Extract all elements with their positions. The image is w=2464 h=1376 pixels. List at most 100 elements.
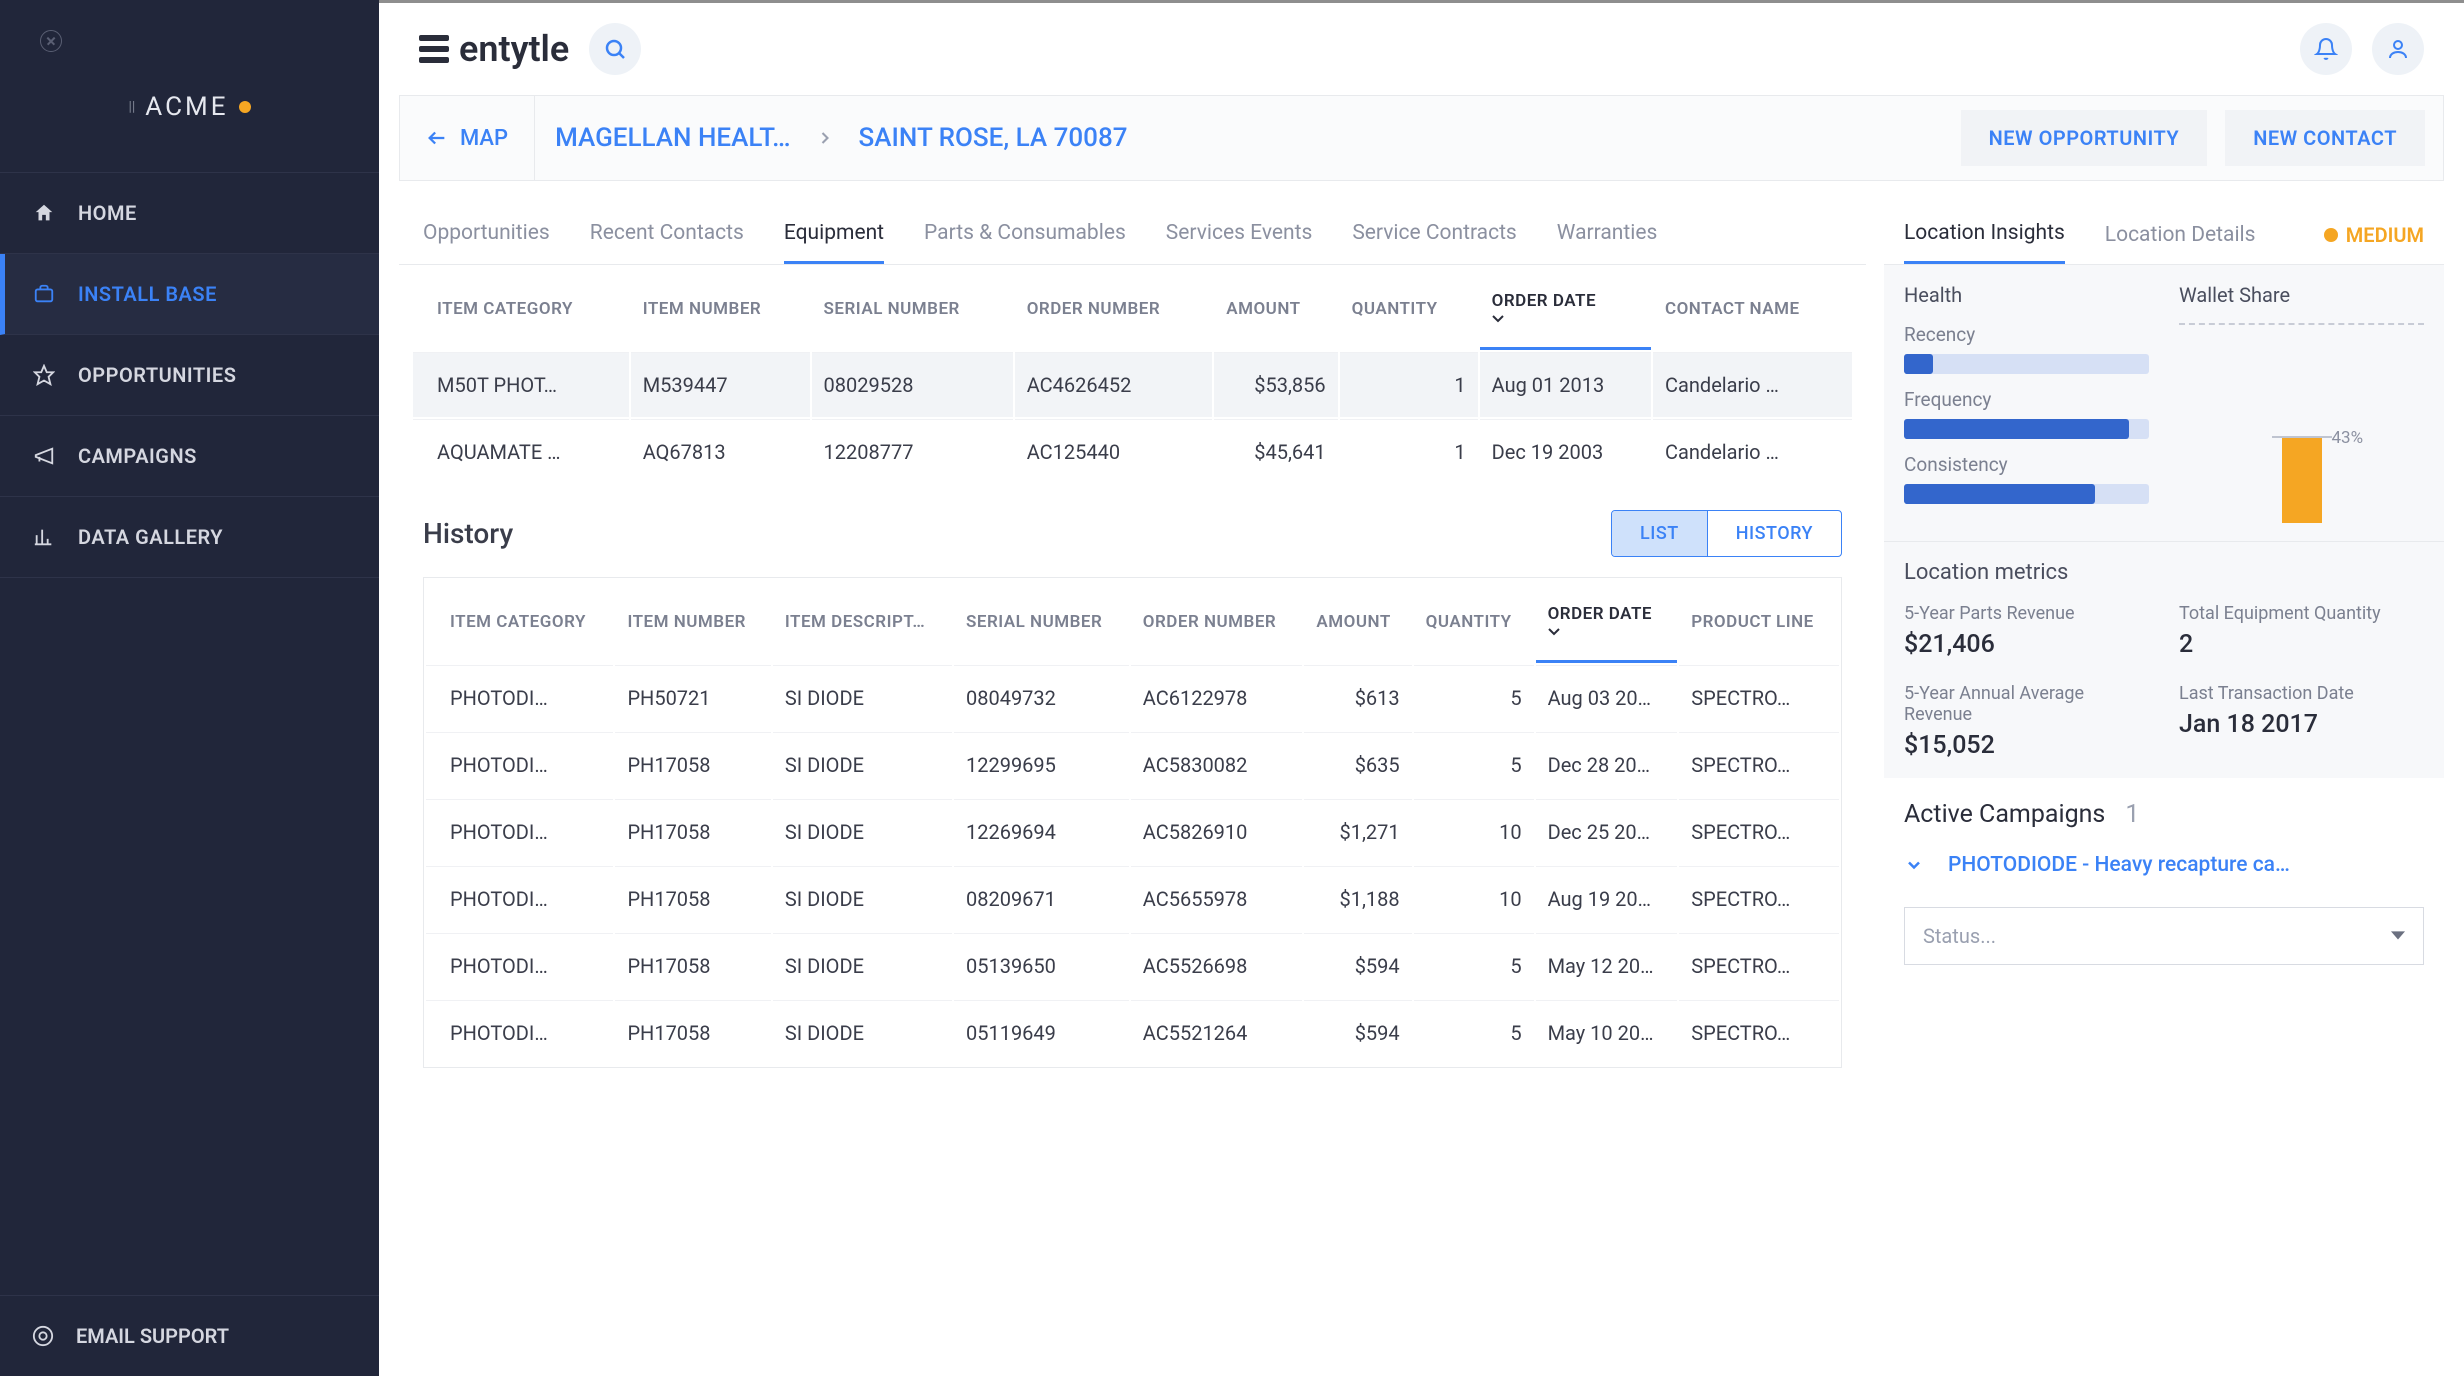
nav-item-data-gallery[interactable]: DATA GALLERY	[0, 497, 379, 578]
metric-label: Last Transaction Date	[2179, 683, 2424, 704]
cell-order-date: Dec 25 20…	[1536, 799, 1678, 864]
cell-contact-name: Candelario …	[1653, 419, 1852, 484]
wallet-percent: 43%	[2332, 428, 2364, 448]
cell-serial-number: 08049732	[954, 665, 1129, 730]
breadcrumb-item-2[interactable]: SAINT ROSE, LA 70087	[839, 96, 1148, 180]
profile-button[interactable]	[2372, 23, 2424, 75]
cell-item-number: PH17058	[615, 933, 770, 998]
table-row[interactable]: PHOTODI… PH17058 SI DIODE 12269694 AC582…	[426, 799, 1839, 864]
breadcrumb-map[interactable]: MAP	[400, 96, 535, 180]
metric-label: Total Equipment Quantity	[2179, 603, 2424, 624]
tab-equipment[interactable]: Equipment	[784, 221, 884, 264]
nav-item-home[interactable]: HOME	[0, 173, 379, 254]
hth-quantity[interactable]: QUANTITY	[1414, 580, 1534, 663]
hth-amount[interactable]: AMOUNT	[1304, 580, 1411, 663]
hth-item-category[interactable]: ITEM CATEGORY	[426, 580, 613, 663]
new-contact-button[interactable]: NEW CONTACT	[2225, 110, 2425, 166]
bar-fill	[1904, 484, 2095, 504]
table-row[interactable]: M50T PHOT… M539447 08029528 AC4626452 $5…	[413, 352, 1852, 417]
hth-item-number[interactable]: ITEM NUMBER	[615, 580, 770, 663]
cell-quantity: 10	[1414, 799, 1534, 864]
cell-item-category: M50T PHOT…	[413, 352, 629, 417]
cell-quantity: 10	[1414, 866, 1534, 931]
priority-badge: MEDIUM	[2324, 223, 2424, 263]
table-row[interactable]: PHOTODI… PH17058 SI DIODE 05139650 AC552…	[426, 933, 1839, 998]
th-item-category[interactable]: ITEM CATEGORY	[413, 267, 629, 350]
tab-location-insights[interactable]: Location Insights	[1904, 221, 2065, 264]
tab-services-events[interactable]: Services Events	[1166, 221, 1313, 264]
bar-label: Frequency	[1904, 388, 2149, 411]
cell-order-date: May 12 20…	[1536, 933, 1678, 998]
cell-serial-number: 12269694	[954, 799, 1129, 864]
footer-label: EMAIL SUPPORT	[76, 1324, 229, 1348]
hth-product-line[interactable]: PRODUCT LINE	[1679, 580, 1839, 663]
history-title: History	[423, 517, 513, 550]
hth-item-description[interactable]: ITEM DESCRIPT…	[773, 580, 952, 663]
cell-item-category: PHOTODI…	[426, 799, 613, 864]
breadcrumb: MAP MAGELLAN HEALT… SAINT ROSE, LA 70087…	[399, 95, 2444, 181]
cell-serial-number: 08209671	[954, 866, 1129, 931]
hth-order-number[interactable]: ORDER NUMBER	[1131, 580, 1303, 663]
tab-service-contracts[interactable]: Service Contracts	[1352, 221, 1516, 264]
campaign-item[interactable]: PHOTODIODE - Heavy recapture ca…	[1904, 853, 2424, 877]
cell-product-line: SPECTRO…	[1679, 933, 1839, 998]
metrics-title: Location metrics	[1904, 560, 2424, 585]
hth-serial-number[interactable]: SERIAL NUMBER	[954, 580, 1129, 663]
nav: HOMEINSTALL BASEOPPORTUNITIESCAMPAIGNSDA…	[0, 172, 379, 578]
th-amount[interactable]: AMOUNT	[1214, 267, 1337, 350]
bar-label: Recency	[1904, 323, 2149, 346]
th-serial-number[interactable]: SERIAL NUMBER	[812, 267, 1013, 350]
tab-location-details[interactable]: Location Details	[2105, 223, 2256, 263]
toggle-list[interactable]: LIST	[1612, 511, 1707, 556]
close-icon[interactable]	[40, 30, 62, 52]
nav-item-install-base[interactable]: INSTALL BASE	[0, 254, 379, 335]
wallet-bar	[2282, 438, 2322, 523]
logo-mark-icon	[419, 35, 449, 63]
tab-recent-contacts[interactable]: Recent Contacts	[590, 221, 744, 264]
hth-order-date[interactable]: ORDER DATE	[1536, 580, 1678, 663]
main: entytle MAP MAGELLAN HEALT… SAINT R	[379, 0, 2464, 1376]
table-row[interactable]: PHOTODI… PH17058 SI DIODE 08209671 AC565…	[426, 866, 1839, 931]
cell-item-number: PH17058	[615, 799, 770, 864]
breadcrumb-item-1[interactable]: MAGELLAN HEALT…	[535, 96, 810, 180]
toggle-history[interactable]: HISTORY	[1707, 511, 1841, 556]
nav-item-opportunities[interactable]: OPPORTUNITIES	[0, 335, 379, 416]
bar-label: Consistency	[1904, 453, 2149, 476]
search-button[interactable]	[589, 23, 641, 75]
tab-warranties[interactable]: Warranties	[1557, 221, 1658, 264]
th-quantity[interactable]: QUANTITY	[1340, 267, 1478, 350]
campaigns-count: 1	[2125, 800, 2139, 829]
app-logo[interactable]: entytle	[419, 28, 569, 70]
table-row[interactable]: PHOTODI… PH50721 SI DIODE 08049732 AC612…	[426, 665, 1839, 730]
cell-item-category: PHOTODI…	[426, 866, 613, 931]
metric-value: 2	[2179, 630, 2424, 659]
cell-item-number: PH17058	[615, 732, 770, 797]
th-order-date[interactable]: ORDER DATE	[1480, 267, 1651, 350]
th-order-date-label: ORDER DATE	[1492, 291, 1596, 311]
sidebar: || ACME HOMEINSTALL BASEOPPORTUNITIESCAM…	[0, 0, 379, 1376]
cell-item-number: PH17058	[615, 1000, 770, 1065]
table-row[interactable]: PHOTODI… PH17058 SI DIODE 05119649 AC552…	[426, 1000, 1839, 1065]
table-row[interactable]: PHOTODI… PH17058 SI DIODE 12299695 AC583…	[426, 732, 1839, 797]
nav-item-campaigns[interactable]: CAMPAIGNS	[0, 416, 379, 497]
email-support-item[interactable]: EMAIL SUPPORT	[0, 1296, 379, 1376]
new-opportunity-button[interactable]: NEW OPPORTUNITY	[1961, 110, 2208, 166]
history-table: ITEM CATEGORY ITEM NUMBER ITEM DESCRIPT……	[424, 578, 1841, 1067]
th-contact-name[interactable]: CONTACT NAME	[1653, 267, 1852, 350]
location-metrics: Location metrics 5-Year Parts Revenue $2…	[1884, 541, 2444, 778]
th-item-number[interactable]: ITEM NUMBER	[631, 267, 810, 350]
logo-text: entytle	[459, 28, 569, 70]
cell-product-line: SPECTRO…	[1679, 732, 1839, 797]
cell-amount: $635	[1304, 732, 1411, 797]
th-order-number[interactable]: ORDER NUMBER	[1015, 267, 1213, 350]
chevron-down-icon	[1548, 628, 1666, 636]
tab-opportunities[interactable]: Opportunities	[423, 221, 550, 264]
cell-item-number: PH50721	[615, 665, 770, 730]
cell-item-number: PH17058	[615, 866, 770, 931]
status-select[interactable]: Status...	[1904, 907, 2424, 965]
campaign-label: PHOTODIODE - Heavy recapture ca…	[1948, 853, 2290, 877]
tab-parts-consumables[interactable]: Parts & Consumables	[924, 221, 1126, 264]
table-row[interactable]: AQUAMATE … AQ67813 12208777 AC125440 $45…	[413, 419, 1852, 484]
notifications-button[interactable]	[2300, 23, 2352, 75]
status-placeholder: Status...	[1923, 924, 1996, 948]
